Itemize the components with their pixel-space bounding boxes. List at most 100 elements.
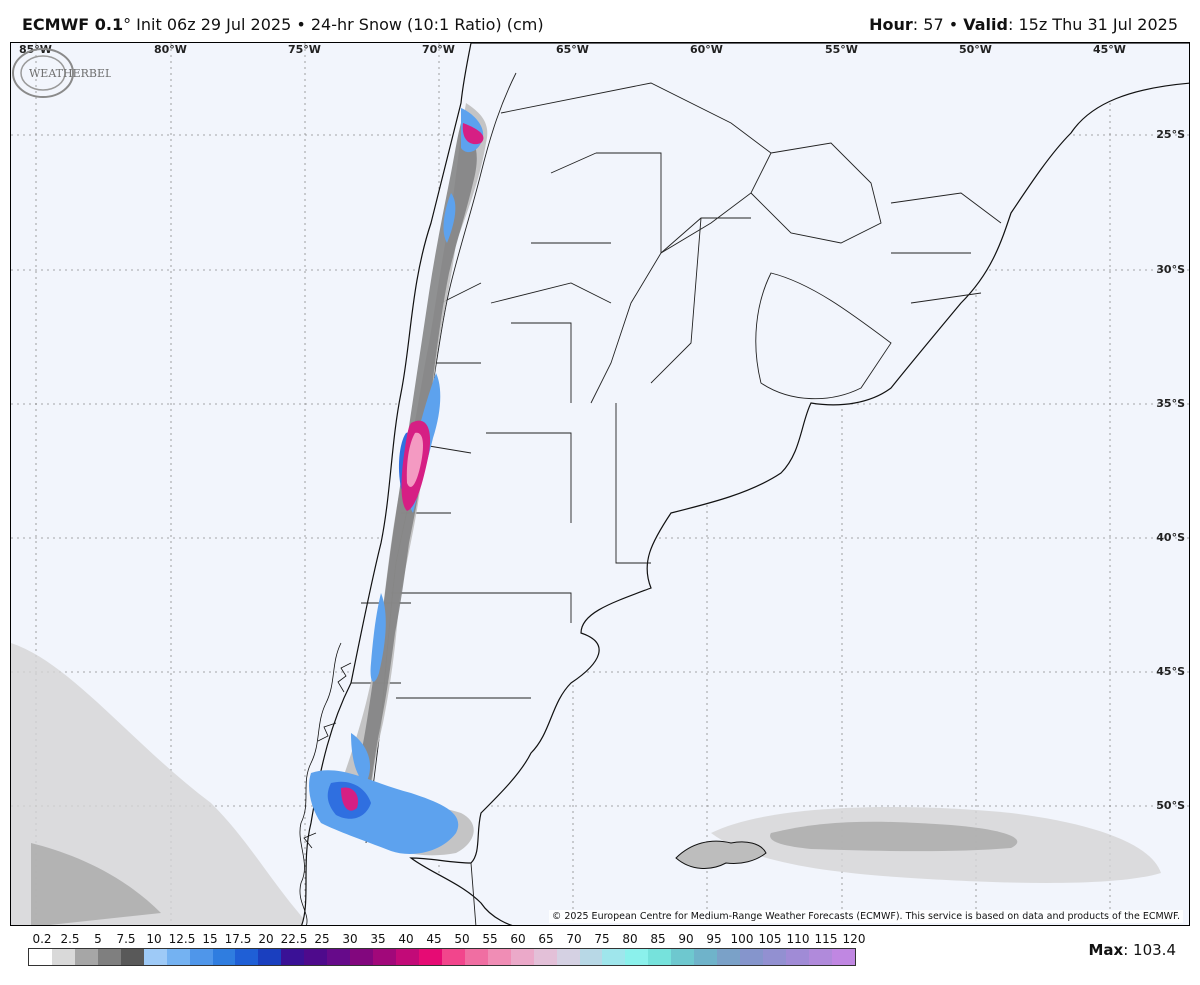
legend-swatch — [212, 949, 236, 965]
legend-label: 105 — [758, 932, 782, 946]
legend-swatch — [740, 949, 763, 965]
legend-label: 40 — [398, 932, 414, 946]
lon-label: 80°W — [154, 43, 187, 56]
legend-swatch — [579, 949, 603, 965]
product-name: 24-hr Snow (10:1 Ratio) (cm) — [310, 15, 544, 34]
lat-label: 30°S — [1156, 263, 1185, 276]
lon-label: 70°W — [422, 43, 455, 56]
ocean-snow-mid — [31, 821, 1018, 925]
legend-label: 7.5 — [116, 932, 136, 946]
legend-label: 70 — [566, 932, 582, 946]
legend-label: 12.5 — [168, 932, 196, 946]
legend-label: 100 — [730, 932, 754, 946]
forecast-time: Hour: 57 • Valid: 15z Thu 31 Jul 2025 — [869, 15, 1178, 34]
legend-swatch — [281, 949, 305, 965]
legend-label: 45 — [426, 932, 442, 946]
map-header: ECMWF 0.1° Init 06z 29 Jul 2025 • 24-hr … — [0, 0, 1200, 40]
legend-swatch — [189, 949, 213, 965]
lat-label: 45°S — [1156, 665, 1185, 678]
snow-pink — [406, 432, 423, 487]
lat-label: 35°S — [1156, 397, 1185, 410]
south-america-land — [301, 43, 1189, 925]
degree-symbol: ° — [123, 15, 132, 34]
hour-label: Hour — [869, 15, 913, 34]
lat-label: 50°S — [1156, 799, 1185, 812]
legend-swatch — [120, 949, 144, 965]
legend-swatch — [373, 949, 396, 965]
legend-label: 25 — [314, 932, 330, 946]
title-separator: • — [291, 15, 311, 34]
falkland-islands — [675, 840, 767, 869]
legend-label: 15 — [202, 932, 218, 946]
legend-swatch — [166, 949, 190, 965]
max-label: Max — [1088, 941, 1124, 959]
lat-label: 40°S — [1156, 531, 1185, 544]
legend-swatch — [556, 949, 580, 965]
legend-swatch — [304, 949, 328, 965]
legend-swatch — [396, 949, 419, 965]
lon-label: 45°W — [1093, 43, 1126, 56]
snowfall-map[interactable]: 85°W 80°W 75°W 70°W 65°W 60°W 55°W 50°W … — [10, 42, 1190, 926]
legend-swatch — [808, 949, 832, 965]
legend-swatch — [510, 949, 534, 965]
legend-swatch — [143, 949, 167, 965]
legend-label: 90 — [678, 932, 694, 946]
ocean-snow-light — [11, 643, 1161, 925]
legend-swatch — [418, 949, 442, 965]
legend-label: 35 — [370, 932, 386, 946]
legend-swatch — [717, 949, 741, 965]
logo-text: WEATHERBELL — [29, 67, 111, 80]
legend-label: 30 — [342, 932, 358, 946]
legend-swatch — [235, 949, 259, 965]
color-legend: 0.2 2.5 5 7.5 10 12.5 15 17.5 20 22.5 25 30 35 40 45 50… — [28, 932, 865, 972]
legend-swatch — [785, 949, 809, 965]
legend-label: 0.2 — [32, 932, 52, 946]
legend-label: 10 — [146, 932, 162, 946]
max-value: Max: 103.4 — [1089, 941, 1177, 959]
legend-swatch — [602, 949, 626, 965]
legend-swatch — [763, 949, 786, 965]
legend-label: 5 — [94, 932, 102, 946]
legend-label: 120 — [842, 932, 866, 946]
legend-label: 2.5 — [60, 932, 80, 946]
legend-label: 95 — [706, 932, 722, 946]
valid-label: Valid — [963, 15, 1008, 34]
legend-swatch — [350, 949, 374, 965]
legend-label: 50 — [454, 932, 470, 946]
lat-label: 25°S — [1156, 128, 1185, 141]
legend-labels: 0.2 2.5 5 7.5 10 12.5 15 17.5 20 22.5 25 30 35 40 45 50… — [28, 932, 865, 946]
chile-fjords — [299, 642, 352, 925]
legend-label: 110 — [786, 932, 810, 946]
lon-label: 65°W — [556, 43, 589, 56]
valid-value: : 15z Thu 31 Jul 2025 — [1007, 15, 1178, 34]
legend-swatch — [29, 949, 52, 965]
hour-value: : 57 — [912, 15, 944, 34]
legend-swatch — [487, 949, 511, 965]
lon-label: 50°W — [959, 43, 992, 56]
map-graphic — [11, 43, 1189, 925]
legend-label: 20 — [258, 932, 274, 946]
legend-swatch — [51, 949, 75, 965]
init-time: Init 06z 29 Jul 2025 — [131, 15, 292, 34]
max-number: : 103.4 — [1123, 941, 1176, 959]
lon-label: 55°W — [825, 43, 858, 56]
legend-label: 17.5 — [224, 932, 252, 946]
lon-label: 75°W — [288, 43, 321, 56]
lon-label: 60°W — [690, 43, 723, 56]
legend-label: 75 — [594, 932, 610, 946]
legend-swatch — [258, 949, 282, 965]
legend-swatch — [671, 949, 695, 965]
legend-swatch — [625, 949, 649, 965]
legend-swatch — [648, 949, 672, 965]
model-name: ECMWF 0.1 — [22, 15, 124, 34]
legend-colorbar — [28, 948, 856, 966]
legend-swatch — [327, 949, 351, 965]
legend-swatch — [97, 949, 121, 965]
legend-label: 60 — [510, 932, 526, 946]
legend-label: 55 — [482, 932, 498, 946]
legend-label: 65 — [538, 932, 554, 946]
time-separator: • — [943, 15, 964, 34]
legend-swatch — [694, 949, 718, 965]
legend-swatch — [533, 949, 557, 965]
legend-swatch — [74, 949, 98, 965]
